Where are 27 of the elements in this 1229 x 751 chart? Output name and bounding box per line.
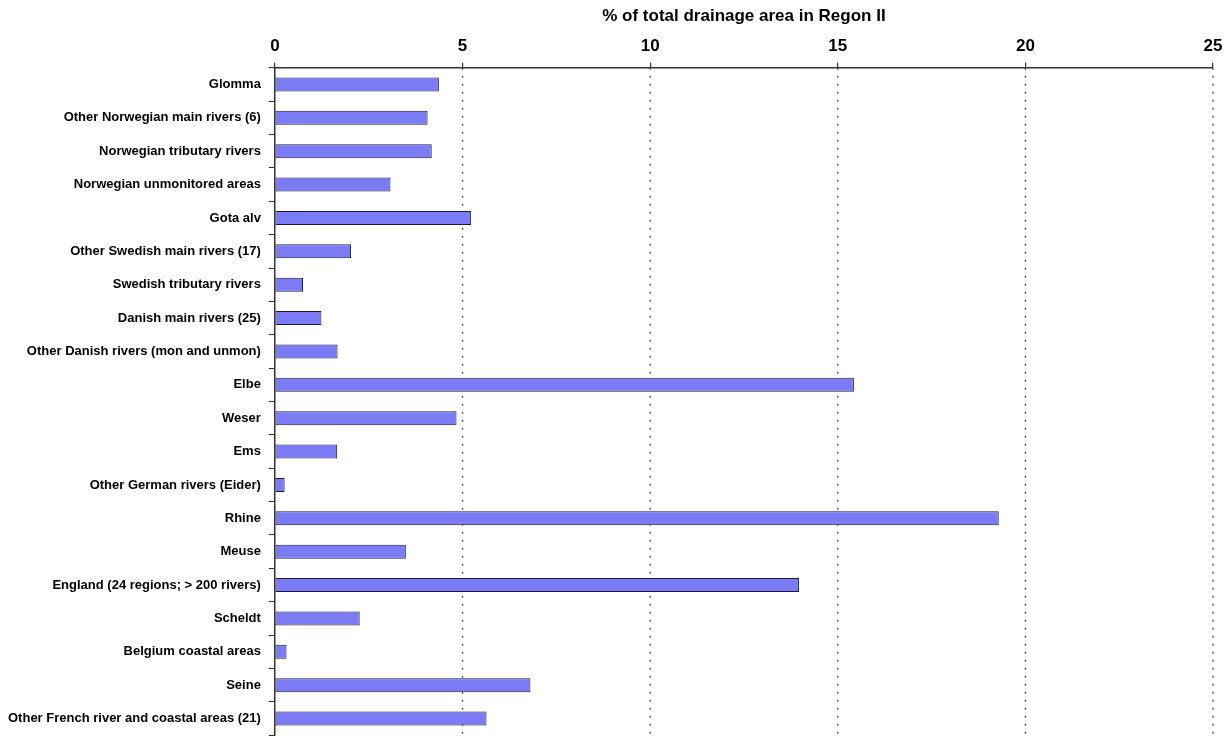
y-tick-label: Belgium coastal areas bbox=[123, 643, 261, 659]
y-tick-label: Other Danish rivers (mon and unmon) bbox=[26, 343, 261, 359]
x-axis-title: % of total drainage area in Regon II bbox=[602, 5, 886, 25]
y-tick-label: Elbe bbox=[233, 376, 261, 392]
y-tick-label: Glomma bbox=[208, 76, 262, 92]
y-tick-label: Swedish tributary rivers bbox=[112, 276, 261, 292]
y-tick-label: Other Swedish main rivers (17) bbox=[70, 242, 261, 258]
x-tick-label: 10 bbox=[640, 36, 660, 56]
y-tick-label: Norwegian unmonitored areas bbox=[73, 176, 261, 192]
y-tick-label: Danish main rivers (25) bbox=[117, 309, 261, 325]
x-tick-label: 20 bbox=[1015, 36, 1035, 56]
y-tick-label: Other Norwegian main rivers (6) bbox=[63, 109, 261, 125]
x-tick-label: 5 bbox=[457, 36, 468, 56]
x-tick-label: 0 bbox=[270, 36, 280, 56]
y-tick-label: Weser bbox=[222, 409, 261, 425]
y-tick-label: Rhine bbox=[224, 509, 261, 525]
y-tick-label: Gota alv bbox=[209, 209, 262, 225]
x-tick-label: 25 bbox=[1203, 36, 1223, 56]
y-tick-label: England (24 regions; > 200 rivers) bbox=[52, 576, 261, 592]
y-tick-label: Other French river and coastal areas (21) bbox=[7, 710, 261, 726]
y-tick-label: Scheldt bbox=[213, 609, 262, 625]
y-tick-label: Ems bbox=[233, 443, 261, 459]
x-tick-label: 15 bbox=[828, 36, 848, 56]
y-tick-label: Meuse bbox=[220, 543, 261, 559]
y-tick-label: Norwegian tributary rivers bbox=[99, 142, 261, 158]
y-tick-label: Other German rivers (Eider) bbox=[89, 476, 261, 492]
y-tick-label: Seine bbox=[226, 676, 261, 692]
